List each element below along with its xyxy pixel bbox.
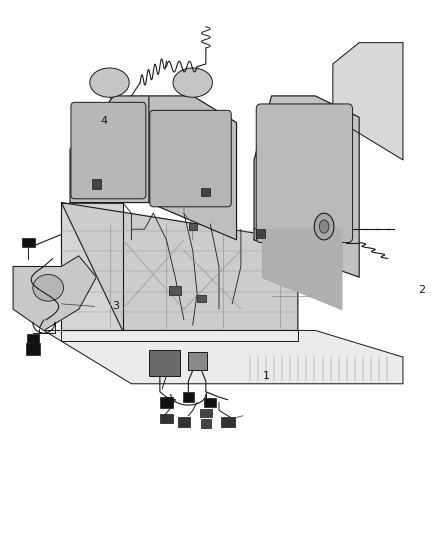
Bar xyxy=(201,188,210,196)
Bar xyxy=(160,397,173,408)
Ellipse shape xyxy=(90,68,129,98)
Bar xyxy=(149,350,180,376)
Bar xyxy=(160,414,173,423)
Polygon shape xyxy=(149,96,237,240)
Ellipse shape xyxy=(33,274,64,301)
Bar xyxy=(200,409,212,417)
Bar xyxy=(183,392,194,402)
FancyBboxPatch shape xyxy=(71,102,146,199)
Polygon shape xyxy=(44,330,403,384)
Polygon shape xyxy=(263,229,342,309)
Bar xyxy=(178,417,190,427)
Text: 3: 3 xyxy=(112,302,119,311)
Bar xyxy=(204,398,216,407)
Bar xyxy=(92,179,101,189)
Ellipse shape xyxy=(173,68,212,98)
Bar xyxy=(197,295,206,302)
Bar xyxy=(201,419,211,428)
Ellipse shape xyxy=(319,220,329,233)
Ellipse shape xyxy=(314,213,334,240)
Polygon shape xyxy=(70,96,149,203)
Polygon shape xyxy=(61,203,123,330)
Polygon shape xyxy=(13,256,96,330)
FancyBboxPatch shape xyxy=(256,104,353,243)
Polygon shape xyxy=(61,203,298,330)
Polygon shape xyxy=(333,43,403,160)
Bar xyxy=(221,417,235,427)
Text: 4: 4 xyxy=(100,116,107,126)
Bar xyxy=(26,343,40,355)
Bar xyxy=(189,223,197,230)
Text: 1: 1 xyxy=(263,371,270,381)
Text: 2: 2 xyxy=(418,286,425,295)
Polygon shape xyxy=(254,96,359,277)
Bar xyxy=(256,229,265,238)
Bar xyxy=(169,286,181,295)
Bar xyxy=(22,238,35,247)
Bar xyxy=(188,352,207,370)
Bar xyxy=(27,334,39,343)
FancyBboxPatch shape xyxy=(150,110,231,207)
